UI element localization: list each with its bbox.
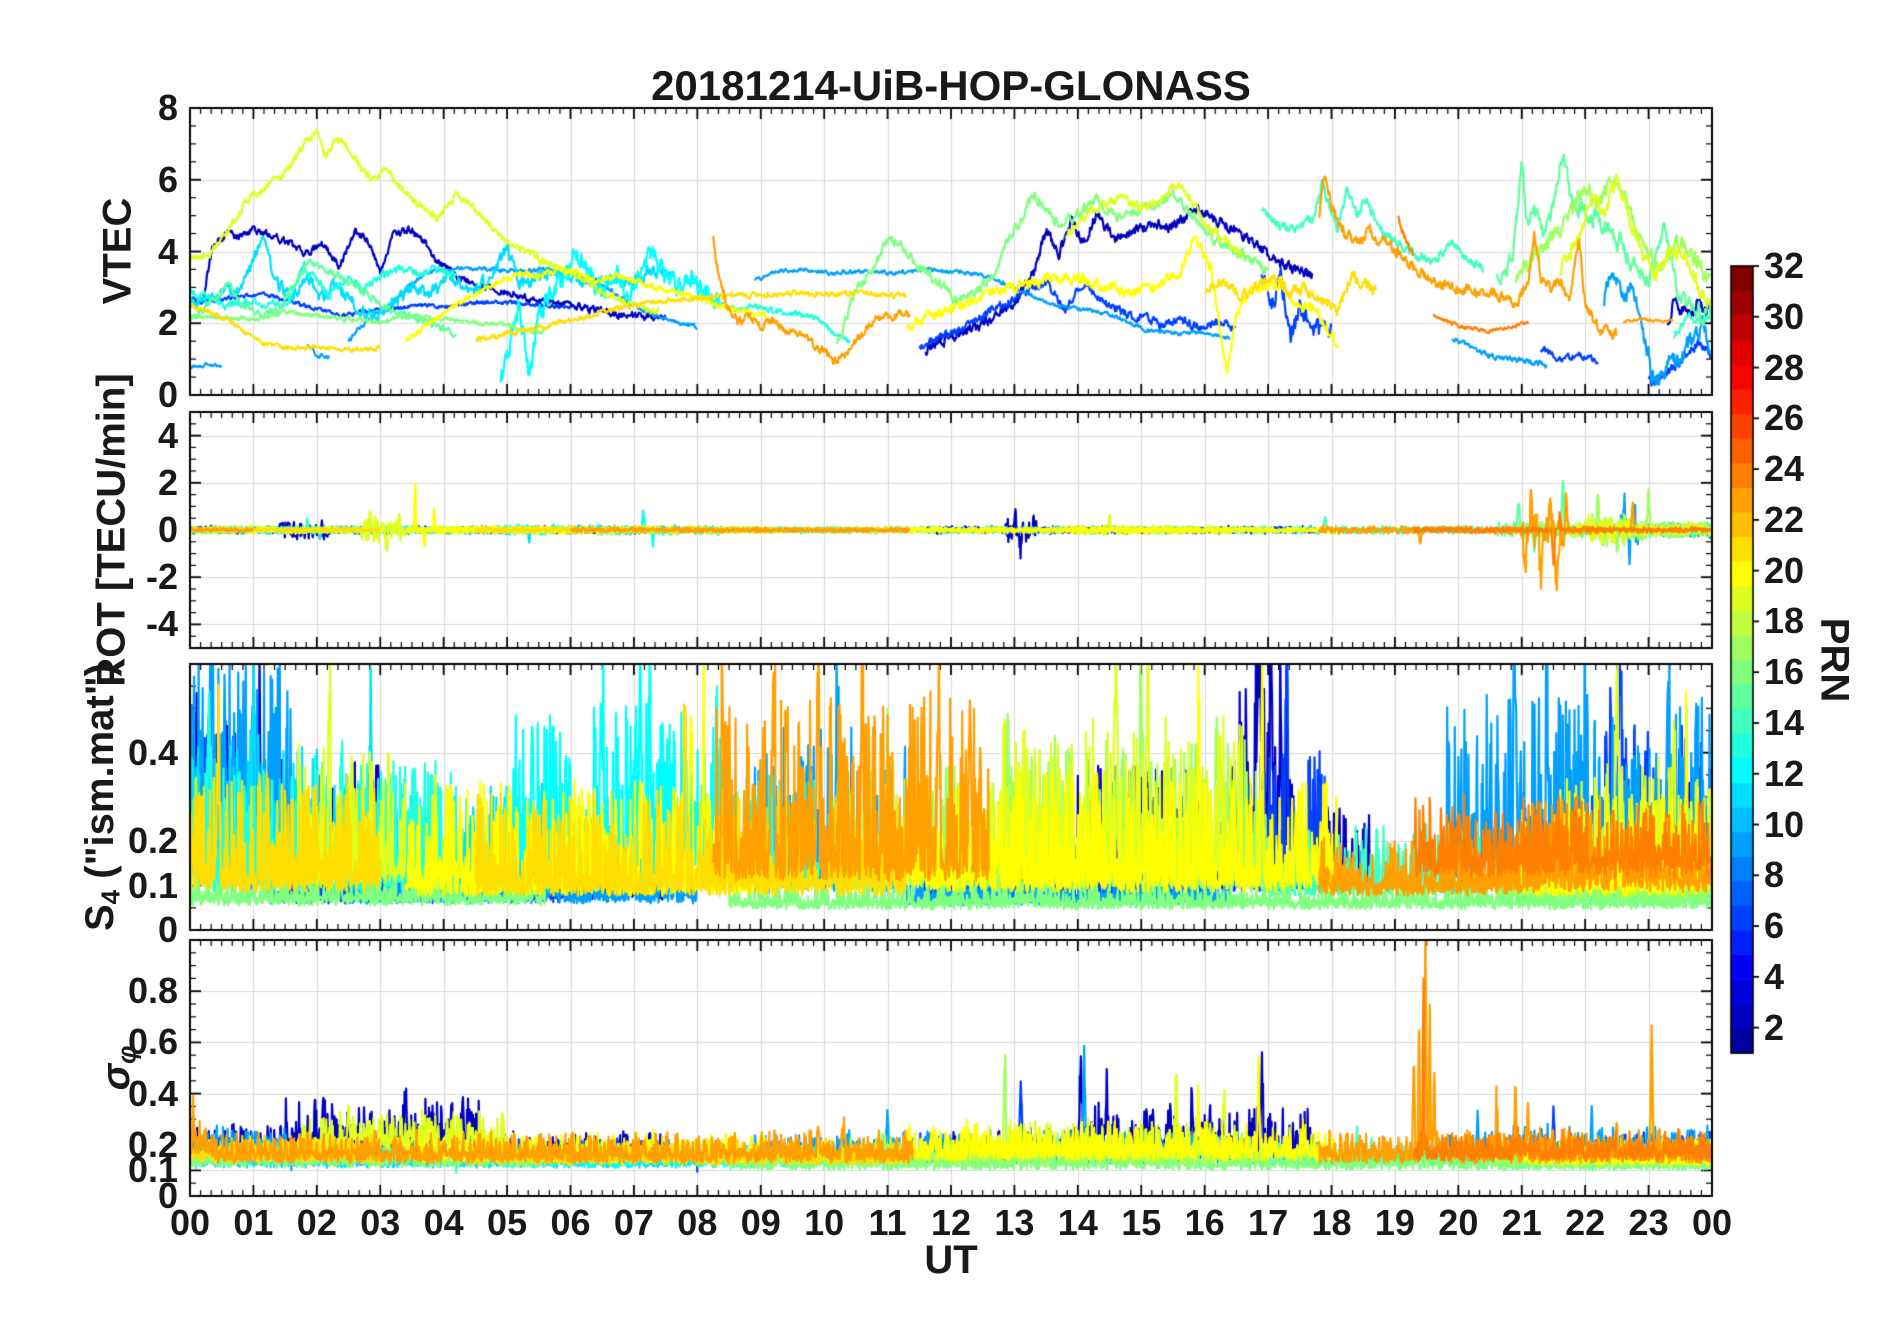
y-tick-label-sigma_phi: 0.1 — [127, 1149, 178, 1191]
x-tick-label: 22 — [1565, 1202, 1606, 1243]
y-tick-label-sigma_phi: 0.2 — [127, 1123, 178, 1165]
colorbar-tick-label: 8 — [1764, 854, 1785, 896]
x-axis-label: UT — [924, 1238, 978, 1282]
x-tick-label: 20 — [1438, 1202, 1479, 1243]
x-tick-label: 02 — [296, 1202, 337, 1243]
y-tick-label-vtec: 2 — [157, 302, 178, 344]
colorbar-tick-label: 30 — [1764, 295, 1805, 337]
x-tick-label: 06 — [550, 1202, 591, 1243]
colorbar-tick-label: 10 — [1764, 803, 1805, 845]
y-tick-label-s4: 0.4 — [127, 731, 178, 773]
colorbar-tick-label: 12 — [1764, 752, 1805, 794]
y-tick-label-rot: -4 — [145, 603, 178, 645]
y-tick-label-sigma_phi: 0 — [157, 1175, 178, 1216]
x-tick-label: 16 — [1184, 1202, 1225, 1243]
x-tick-label: 01 — [233, 1202, 274, 1243]
y-tick-label-s4: 0.2 — [127, 820, 178, 862]
y-tick-label-rot: -2 — [145, 556, 178, 598]
chart-title: 20181214-UiB-HOP-GLONASS — [651, 62, 1251, 109]
x-tick-label: 08 — [677, 1202, 718, 1243]
x-tick-label: 18 — [1311, 1202, 1352, 1243]
y-tick-label-sigma_phi: 0.6 — [127, 1021, 178, 1063]
x-tick-label: 13 — [994, 1202, 1035, 1243]
y-tick-label-sigma_phi: 0.8 — [127, 970, 178, 1012]
x-tick-label: 14 — [1057, 1202, 1098, 1243]
x-tick-label: 21 — [1501, 1202, 1542, 1243]
colorbar-tick-label: 16 — [1764, 651, 1805, 693]
y-tick-label-s4: 0.1 — [127, 864, 178, 906]
x-tick-label: 07 — [613, 1202, 654, 1243]
x-tick-label: 12 — [930, 1202, 972, 1243]
y-tick-label-vtec: 4 — [157, 230, 178, 272]
y-tick-label-rot: 0 — [157, 509, 178, 550]
colorbar-tick-label: 4 — [1764, 955, 1785, 997]
x-tick-label: 15 — [1121, 1202, 1162, 1243]
x-tick-label: 03 — [360, 1202, 401, 1243]
colorbar-tick-label: 26 — [1764, 397, 1805, 439]
x-tick-label: 05 — [487, 1202, 528, 1243]
colorbar-label: PRN — [1812, 617, 1857, 703]
y-tick-label-vtec: 6 — [157, 158, 178, 200]
x-tick-label: 09 — [740, 1202, 781, 1243]
x-tick-label: 17 — [1248, 1202, 1289, 1243]
y-tick-label-s4: 0 — [157, 909, 178, 950]
y-tick-label-rot: 4 — [157, 414, 178, 456]
y-tick-label-vtec: 8 — [157, 87, 178, 128]
colorbar-tick-label: 18 — [1764, 600, 1805, 642]
x-tick-label: 19 — [1374, 1202, 1415, 1243]
colorbar-tick-label: 28 — [1764, 346, 1805, 388]
x-tick-label: 00 — [1691, 1202, 1733, 1243]
x-tick-label: 00 — [169, 1202, 211, 1243]
y-tick-label-rot: 2 — [157, 461, 178, 503]
x-tick-label: 23 — [1628, 1202, 1669, 1243]
colorbar-tick-label: 32 — [1764, 245, 1805, 286]
colorbar-tick-label: 6 — [1764, 905, 1785, 947]
colorbar-tick-label: 20 — [1764, 549, 1805, 591]
colorbar-tick-label: 2 — [1764, 1006, 1785, 1048]
y-tick-label-sigma_phi: 0.4 — [127, 1072, 178, 1114]
y-tick-label-vtec: 0 — [157, 374, 178, 415]
colorbar-tick-label: 22 — [1764, 498, 1805, 540]
x-tick-label: 04 — [423, 1202, 464, 1243]
colorbar-tick-label: 24 — [1764, 448, 1805, 490]
x-tick-label: 11 — [868, 1202, 907, 1243]
colorbar-tick-label: 14 — [1764, 701, 1805, 743]
x-tick-label: 10 — [804, 1202, 845, 1243]
